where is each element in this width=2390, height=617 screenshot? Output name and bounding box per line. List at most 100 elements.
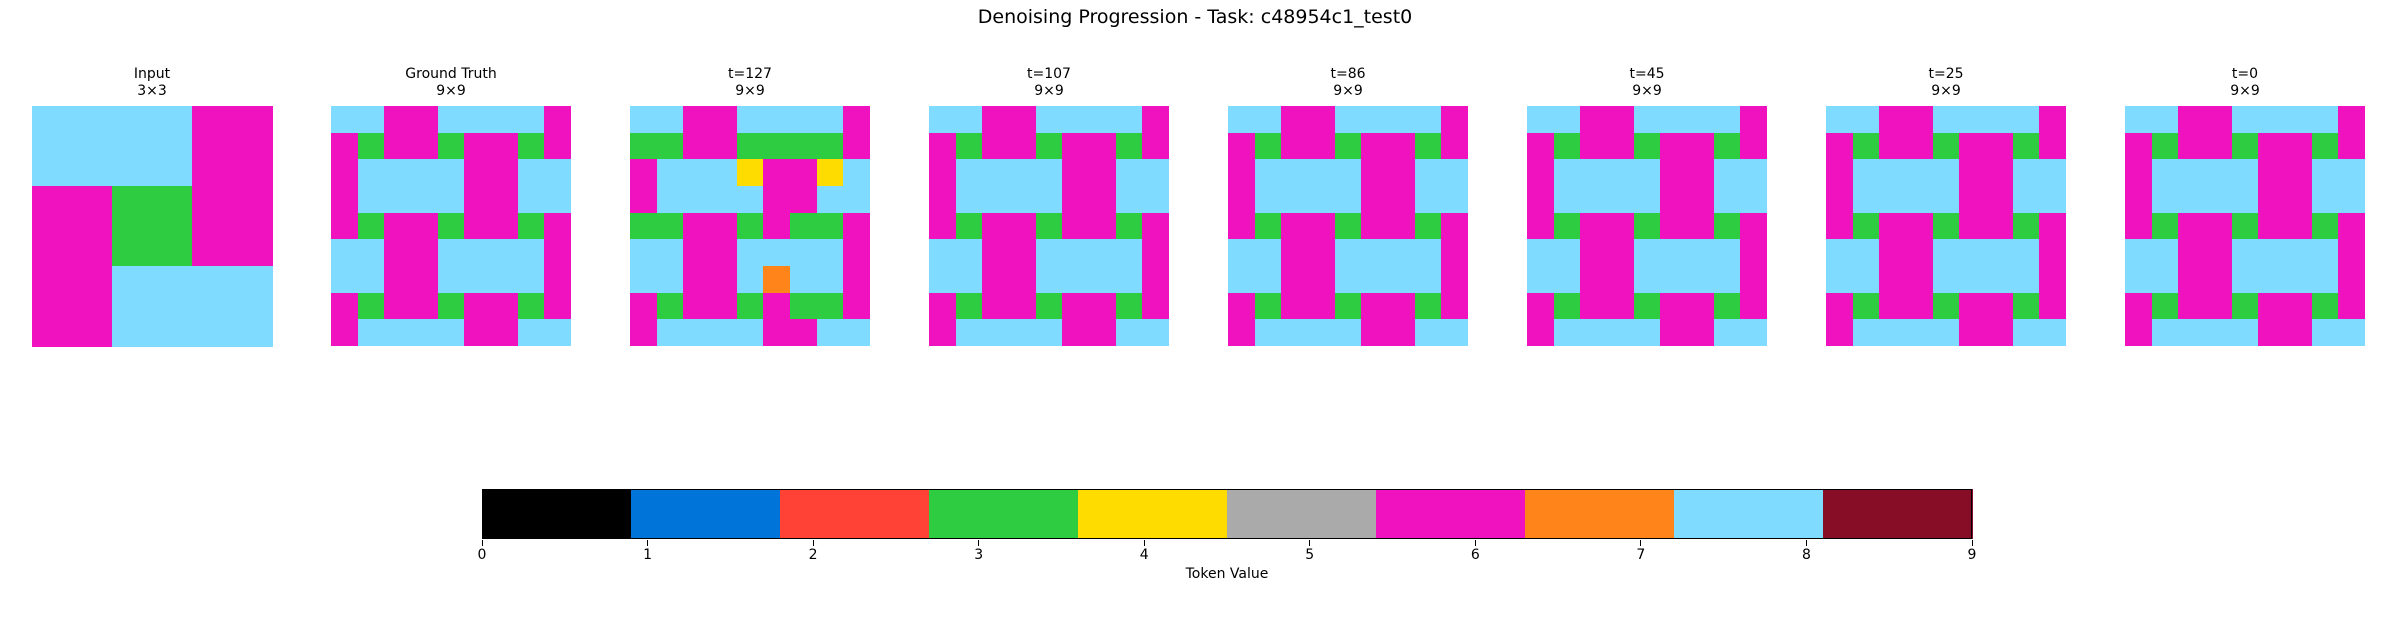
panel-name: t=127 (728, 66, 772, 82)
grid-cell (929, 159, 957, 187)
grid-cell (736, 186, 764, 214)
grid-cell (1826, 292, 1854, 320)
grid-cell (982, 159, 1010, 187)
grid-cell (1281, 106, 1309, 134)
grid-cell (1334, 239, 1362, 267)
grid-cell (1142, 159, 1170, 187)
grid-cell (1633, 106, 1661, 134)
panel-size: 9×9 (2230, 83, 2260, 99)
grid-cell (2151, 186, 2179, 214)
grid-cell (816, 186, 844, 214)
grid-cell (2039, 319, 2067, 347)
grid-cell (1553, 266, 1581, 294)
grid-cell (1580, 292, 1608, 320)
grid-cell (1115, 106, 1143, 134)
grid-cell (1580, 186, 1608, 214)
grid-cell (1740, 319, 1768, 347)
grid-cell (1414, 159, 1442, 187)
grid-cell (1142, 319, 1170, 347)
grid-cell (2231, 159, 2259, 187)
grid-cell (2205, 292, 2233, 320)
grid-cell (955, 106, 983, 134)
grid-cell (1932, 292, 1960, 320)
panel-title: t=86 9×9 (1228, 66, 1468, 100)
grid-cell (1826, 239, 1854, 267)
grid-cell (437, 186, 465, 214)
grid-cell (1740, 292, 1768, 320)
grid-cell (1527, 132, 1555, 160)
grid-cell (464, 132, 492, 160)
grid-cell (464, 186, 492, 214)
grid-cell (357, 186, 385, 214)
grid-cell (710, 319, 738, 347)
grid-cell (1932, 132, 1960, 160)
grid-cell (1281, 159, 1309, 187)
grid-cell (929, 132, 957, 160)
grid-cell (2125, 159, 2153, 187)
grid-cell (929, 186, 957, 214)
grid-cell (1142, 106, 1170, 134)
grid-cell (955, 159, 983, 187)
grid-cell (1959, 239, 1987, 267)
grid-cell (1607, 186, 1635, 214)
grid-cell (2285, 106, 2313, 134)
grid-panel (1826, 106, 2067, 347)
grid-cell (384, 186, 412, 214)
grid-cell (736, 106, 764, 134)
grid-cell (2338, 132, 2366, 160)
grid-cell (1660, 319, 1688, 347)
grid-cell (929, 292, 957, 320)
grid-cell (2125, 266, 2153, 294)
colorbar-swatch (929, 489, 1079, 539)
grid-cell (1035, 292, 1063, 320)
grid-cell (1115, 132, 1143, 160)
grid-cell (763, 132, 791, 160)
grid-cell (2285, 239, 2313, 267)
grid-cell (1089, 186, 1117, 214)
colorbar-tick-label: 7 (1636, 547, 1646, 563)
grid-cell (2039, 239, 2067, 267)
grid-cell (411, 159, 439, 187)
grid-cell (331, 292, 359, 320)
grid-cell (1089, 319, 1117, 347)
grid-cell (982, 239, 1010, 267)
grid-cell (1281, 186, 1309, 214)
grid-cell (411, 106, 439, 134)
grid-cell (1826, 186, 1854, 214)
grid-cell (1607, 292, 1635, 320)
grid-cell (2178, 212, 2206, 240)
colorbar-tick-label: 8 (1801, 547, 1811, 563)
grid-cell (1879, 159, 1907, 187)
grid-cell (816, 292, 844, 320)
grid-cell (1906, 239, 1934, 267)
grid-cell (2125, 212, 2153, 240)
colorbar-tick (978, 540, 980, 546)
grid-cell (1633, 266, 1661, 294)
grid-cell (1713, 292, 1741, 320)
grid-cell (544, 212, 572, 240)
grid-cell (1281, 239, 1309, 267)
grid-cell (1035, 159, 1063, 187)
colorbar-tick-label: 4 (1139, 547, 1149, 563)
grid-cell (2205, 266, 2233, 294)
grid-cell (1879, 212, 1907, 240)
panel-title: t=127 9×9 (630, 66, 870, 100)
grid-cell (2125, 239, 2153, 267)
grid-cell (1959, 186, 1987, 214)
grid-cell (656, 266, 684, 294)
grid-cell (1009, 319, 1037, 347)
grid-cell (384, 266, 412, 294)
grid-cell (1633, 212, 1661, 240)
grid-cell (1527, 186, 1555, 214)
grid-cell (982, 132, 1010, 160)
panel-title: Ground Truth 9×9 (331, 66, 571, 100)
grid-cell (816, 212, 844, 240)
grid-cell (1142, 186, 1170, 214)
grid-cell (2178, 292, 2206, 320)
grid-cell (1852, 292, 1880, 320)
grid-cell (710, 159, 738, 187)
grid-cell (656, 212, 684, 240)
grid-cell (1308, 292, 1336, 320)
grid-cell (763, 186, 791, 214)
grid-cell (357, 212, 385, 240)
